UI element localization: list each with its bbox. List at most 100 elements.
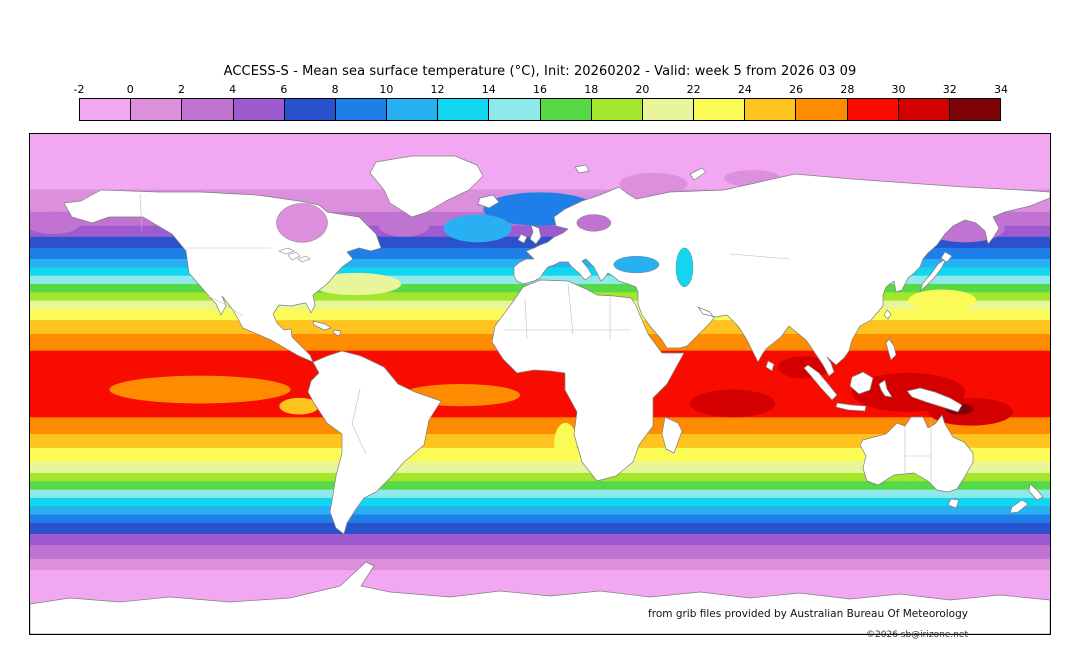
copyright-text: ©2026 sb@irizone.net <box>866 630 968 640</box>
island-ireland <box>517 233 528 244</box>
chart-title: ACCESS-S - Mean sea surface temperature … <box>223 64 857 79</box>
colorbar-tick-label: 2 <box>177 83 185 96</box>
island-sri-lanka <box>765 360 775 372</box>
island-britain <box>529 224 542 245</box>
colorbar-tick-label: -2 <box>73 83 85 96</box>
colorbar-tick-label: 8 <box>331 83 339 96</box>
sst-band <box>30 534 1050 546</box>
colorbar-tick-label: 16 <box>533 83 547 96</box>
sst-band <box>30 545 1050 560</box>
sst-feature-hudson-bay <box>276 203 328 243</box>
colorbar-tick-label: 14 <box>481 83 496 96</box>
sst-feature-indian-ocean-warm <box>690 389 776 418</box>
colorbar-segment <box>745 99 797 120</box>
sst-band <box>30 522 1050 535</box>
colorbar-segment <box>387 99 439 120</box>
colorbar-tick-label: 34 <box>994 83 1008 96</box>
border-us-mexico <box>207 295 244 317</box>
sst-feature-black-sea <box>613 255 660 274</box>
continent-antarctica <box>30 561 1050 634</box>
colorbar-segment <box>438 99 490 120</box>
colorbar-ticks: -2 0 2 4 6 8 10 12 14 16 18 20 22 24 26 28 30 32 34 <box>74 82 1008 98</box>
sst-band <box>30 236 1050 249</box>
lake-erie-ontario <box>297 255 311 263</box>
sst-feature-iceland-basin-mild <box>443 214 512 243</box>
border-south-america <box>351 388 367 455</box>
continent-australia <box>859 414 974 493</box>
island-novaya-zemlya <box>689 167 707 181</box>
island-new-zealand-south <box>1009 499 1029 514</box>
sst-band <box>30 472 1050 482</box>
sst-feature-labrador-sea-cold <box>378 214 430 237</box>
colorbar-tick-label: 12 <box>430 83 445 96</box>
island-greenland <box>369 155 484 218</box>
sst-feature-baltic-sea <box>576 214 612 232</box>
sst-feature-peru-coastal-cool <box>279 397 319 415</box>
sst-feature-bering-sea-cold <box>30 211 81 234</box>
colorbar-segment <box>182 99 234 120</box>
sst-band <box>30 489 1050 499</box>
colorbar-tick-label: 18 <box>584 83 599 96</box>
colorbar-tick-label: 10 <box>379 83 394 96</box>
sst-band <box>30 447 1050 463</box>
sst-feature-gulf-stream-warm <box>310 272 402 296</box>
border-central-asia <box>729 253 791 260</box>
island-svalbard <box>574 164 590 174</box>
colorbar-segment <box>131 99 183 120</box>
colorbar-tick-label: 26 <box>789 83 804 96</box>
island-new-guinea <box>906 387 963 413</box>
colorbar-segment <box>949 99 1001 120</box>
sst-feature-barents-cold <box>619 172 688 196</box>
island-japan <box>919 258 947 292</box>
island-hispaniola <box>332 329 342 337</box>
map-panel: from grib files provided by Australian B… <box>29 133 1051 635</box>
colorbar-segment <box>694 99 746 120</box>
colorbar-segment <box>489 99 541 120</box>
colorbar-segment <box>233 99 285 120</box>
colorbar-segment <box>335 99 388 120</box>
island-sulawesi <box>878 379 893 398</box>
attribution-text: from grib files provided by Australian B… <box>648 608 968 620</box>
sst-band <box>30 134 1050 191</box>
sst-band <box>30 417 1050 435</box>
colorbar-tick-label: 0 <box>126 83 134 96</box>
colorbar-tick-label: 24 <box>737 83 752 96</box>
colorbar: -2 0 2 4 6 8 10 12 14 16 18 20 22 24 26 28 30 32 34 <box>74 82 1008 121</box>
sst-band <box>30 497 1050 507</box>
sst-band <box>30 559 1050 571</box>
island-cuba <box>312 320 332 331</box>
sst-band <box>30 506 1050 516</box>
island-philippines <box>885 338 897 361</box>
colorbar-tick-label: 6 <box>280 83 288 96</box>
sst-band <box>30 514 1050 524</box>
colorbar-segment <box>796 99 848 120</box>
island-borneo <box>849 371 874 395</box>
colorbar-segment <box>80 99 132 120</box>
colorbar-tick-label: 30 <box>891 83 906 96</box>
island-sumatra <box>803 364 838 401</box>
island-madagascar <box>661 416 683 454</box>
colorbar-segment <box>540 99 592 120</box>
colorbar-tick-label: 22 <box>686 83 701 96</box>
island-java <box>835 402 867 412</box>
border-africa-2 <box>567 283 574 335</box>
colorbar-tick-label: 4 <box>229 83 237 96</box>
sst-feature-benguela-cool <box>554 422 577 462</box>
sst-feature-caspian-sea <box>675 247 694 288</box>
border-alaska-canada <box>139 193 143 233</box>
island-taiwan <box>883 309 892 320</box>
colorbar-bar <box>79 98 1001 121</box>
lake-superior <box>278 247 295 255</box>
world-sst-map <box>30 134 1050 634</box>
lake-michigan-huron <box>287 251 301 261</box>
island-hokkaido <box>940 251 953 263</box>
colorbar-segment <box>898 99 950 120</box>
continent-eurasia <box>513 173 1050 377</box>
sst-feature-east-pacific-cool-tongue <box>109 375 291 404</box>
sst-band <box>30 461 1050 474</box>
island-iceland <box>477 194 500 209</box>
colorbar-segment <box>591 99 643 120</box>
colorbar-tick-label: 20 <box>635 83 650 96</box>
continent-south-america <box>307 350 442 535</box>
